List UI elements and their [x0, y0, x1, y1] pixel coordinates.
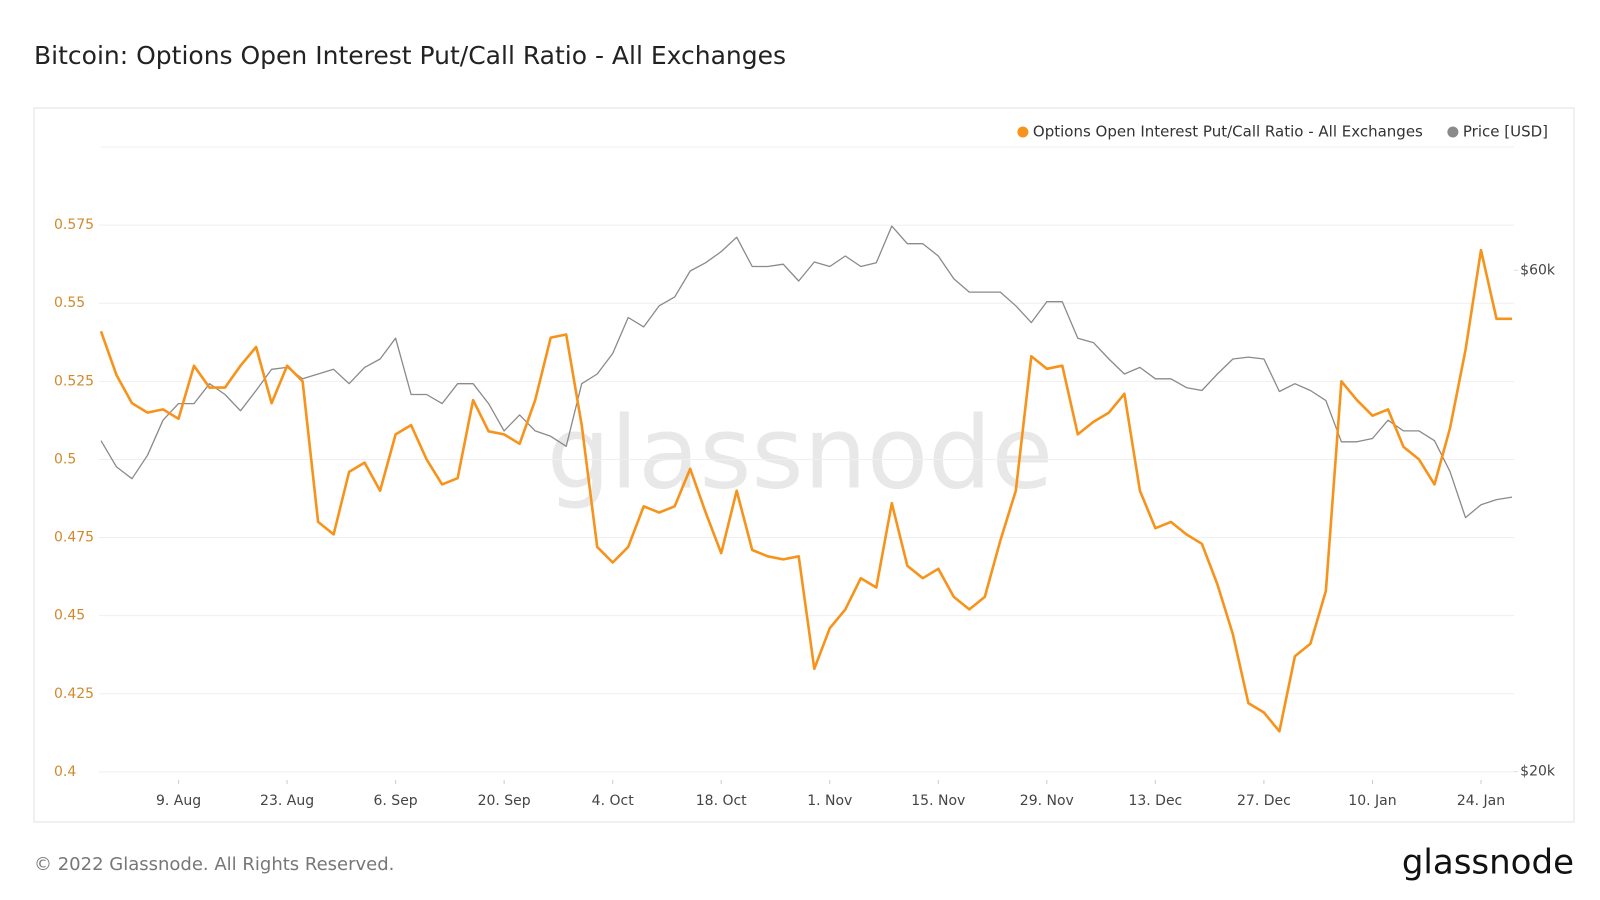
- watermark: glassnode: [547, 394, 1053, 511]
- x-tick-label: 29. Nov: [1020, 793, 1074, 809]
- legend-marker: [1447, 126, 1459, 138]
- x-tick-label: 1. Nov: [807, 793, 852, 809]
- y-tick-label: 0.475: [54, 530, 94, 546]
- x-tick-label: 4. Oct: [592, 793, 635, 809]
- x-tick-label: 13. Dec: [1128, 793, 1182, 809]
- legend-label: Price [USD]: [1463, 123, 1548, 141]
- series-line: [100, 225, 1513, 519]
- x-tick-label: 23. Aug: [260, 793, 314, 809]
- y-tick-label: 0.5: [54, 451, 76, 467]
- logo: glassnode: [1402, 843, 1574, 883]
- footer: © 2022 Glassnode. All Rights Reserved.: [34, 854, 394, 875]
- x-tick-label: 18. Oct: [696, 793, 747, 809]
- x-tick-label: 20. Sep: [478, 793, 531, 809]
- y-tick-label: 0.425: [54, 686, 94, 702]
- x-tick-label: 10. Jan: [1348, 793, 1396, 809]
- x-tick-label: 27. Dec: [1237, 793, 1291, 809]
- x-tick-label: 6. Sep: [374, 793, 418, 809]
- y-tick-label: 0.45: [54, 608, 85, 624]
- y-tick-label: 0.575: [54, 217, 94, 233]
- x-tick-label: 24. Jan: [1457, 793, 1505, 809]
- y2-tick-label: $20k: [1520, 764, 1556, 780]
- legend-label: Options Open Interest Put/Call Ratio - A…: [1033, 123, 1423, 141]
- y2-tick-label: $60k: [1520, 262, 1556, 278]
- x-tick-label: 9. Aug: [156, 793, 201, 809]
- y-tick-label: 0.525: [54, 373, 94, 389]
- y-tick-label: 0.4: [54, 764, 76, 780]
- chart-title: Bitcoin: Options Open Interest Put/Call …: [34, 41, 786, 70]
- x-tick-label: 15. Nov: [911, 793, 965, 809]
- series-line: [99, 248, 1512, 733]
- y-tick-label: 0.55: [54, 295, 85, 311]
- legend-marker: [1017, 126, 1029, 138]
- chart-frame: [33, 107, 1575, 823]
